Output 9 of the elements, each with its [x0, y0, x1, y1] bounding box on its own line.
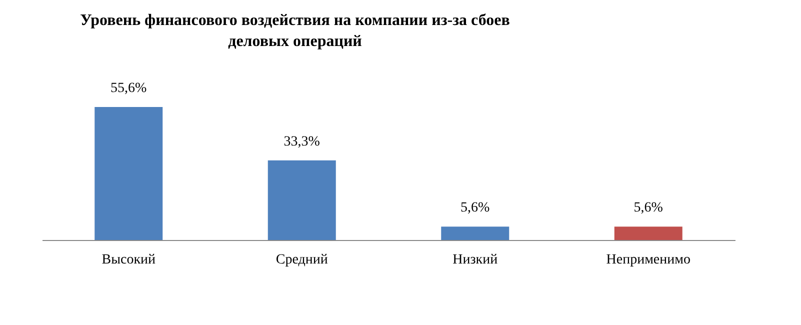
x-tick-label: Средний	[276, 252, 328, 268]
data-label: 5,6%	[634, 200, 664, 216]
data-label: 5,6%	[460, 200, 490, 216]
x-tick-label: Неприменимо	[606, 252, 690, 268]
data-label: 33,3%	[284, 134, 320, 150]
data-label: 55,6%	[110, 81, 148, 96]
chart-title: Уровень финансового воздействия на компании из-за сбоев деловых операций	[80, 12, 510, 50]
x-tick-label: Высокий	[102, 252, 156, 268]
x-tick-label: Низкий	[452, 252, 498, 268]
